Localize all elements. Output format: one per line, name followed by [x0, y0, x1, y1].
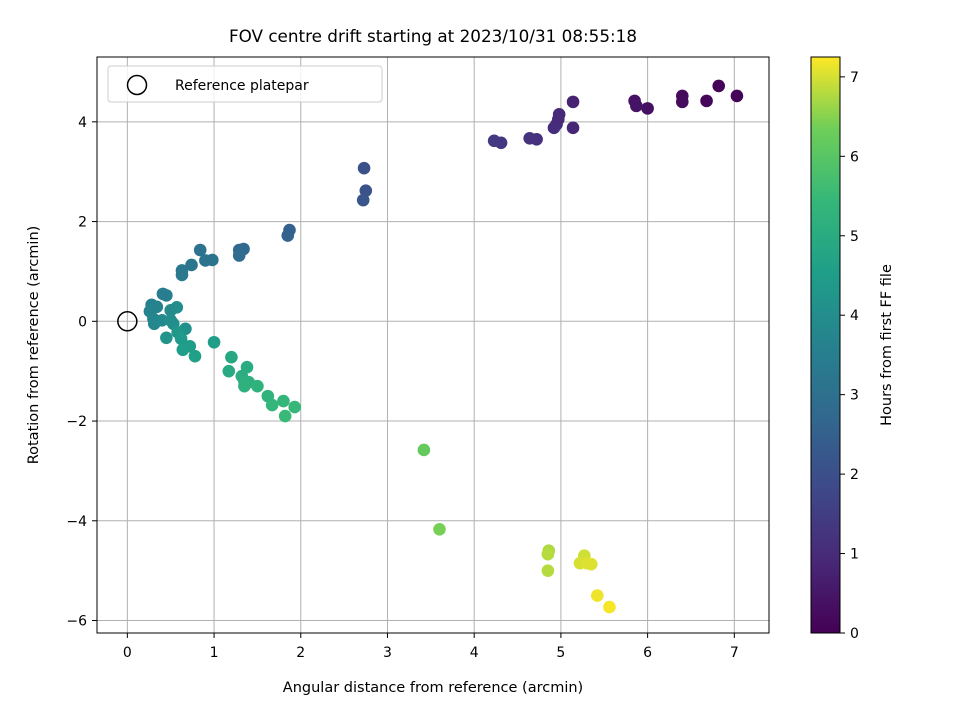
- data-point: [641, 102, 654, 115]
- data-point: [170, 301, 184, 314]
- data-point: [155, 314, 169, 327]
- data-point: [277, 394, 290, 408]
- y-axis-label: Rotation from reference (arcmin): [26, 226, 42, 465]
- colorbar: [810, 56, 841, 634]
- data-point: [207, 335, 221, 349]
- colorbar-tick-label: 1: [850, 547, 859, 563]
- data-point: [238, 379, 251, 393]
- x-tick-label: 4: [470, 645, 479, 661]
- data-point: [175, 268, 189, 282]
- x-tick-label: 6: [643, 645, 652, 661]
- data-point: [566, 95, 580, 109]
- data-point: [232, 249, 246, 262]
- chart-title: FOV centre drift starting at 2023/10/31 …: [229, 26, 637, 46]
- data-point: [188, 349, 202, 363]
- x-axis-label: Angular distance from reference (arcmin): [283, 680, 583, 696]
- data-point: [730, 89, 744, 103]
- data-point: [417, 443, 431, 457]
- data-point: [185, 258, 198, 272]
- y-tick-label: −4: [66, 514, 87, 530]
- data-point: [547, 121, 561, 135]
- y-tick-label: 0: [78, 314, 87, 330]
- data-point: [160, 331, 173, 345]
- x-tick-label: 0: [123, 645, 132, 661]
- data-point: [603, 600, 616, 614]
- y-tick-label: −6: [66, 614, 87, 630]
- x-tick-label: 2: [296, 645, 305, 661]
- colorbar-tick-label: 4: [850, 308, 859, 324]
- colorbar-tick-label: 6: [850, 149, 859, 165]
- data-point: [523, 131, 536, 145]
- data-point: [630, 99, 643, 113]
- y-tick-label: 2: [78, 215, 87, 231]
- x-tick-label: 5: [556, 645, 565, 661]
- data-point: [193, 243, 207, 257]
- colorbar-tick-label: 3: [850, 388, 859, 404]
- data-point: [176, 343, 190, 357]
- data-point: [566, 121, 580, 135]
- data-point: [584, 557, 598, 571]
- colorbar-tick-label: 0: [850, 626, 859, 642]
- data-point: [541, 547, 555, 561]
- data-point: [591, 589, 604, 602]
- colorbar-tick-label: 5: [850, 229, 859, 245]
- colorbar-tick-label: 2: [850, 467, 859, 483]
- y-tick-label: −2: [66, 414, 87, 430]
- plot-area: [97, 57, 769, 633]
- data-point: [359, 184, 373, 197]
- plot-frame: [96, 56, 770, 634]
- data-point: [433, 522, 446, 536]
- data-point: [356, 193, 370, 207]
- data-point: [174, 332, 188, 346]
- y-tick-label: 4: [78, 115, 87, 131]
- data-point: [712, 79, 726, 93]
- data-point: [225, 350, 238, 364]
- data-point: [222, 364, 236, 378]
- data-point: [206, 253, 219, 267]
- data-point: [541, 564, 555, 577]
- y-axis-ticks: −6 −4 −2 0 2 4: [66, 115, 97, 630]
- colorbar-tick-label: 7: [850, 70, 859, 86]
- data-point: [675, 95, 689, 109]
- x-tick-label: 7: [730, 645, 739, 661]
- data-point: [487, 134, 501, 148]
- x-axis-ticks: 0 1 2 3 4 5 6 7: [123, 633, 739, 661]
- legend-entry-reference-platepar: Reference platepar: [175, 78, 309, 94]
- data-point: [251, 379, 264, 393]
- colorbar-label: Hours from first FF file: [879, 264, 895, 426]
- x-tick-label: 1: [210, 645, 219, 661]
- data-points: [143, 79, 744, 614]
- data-point: [265, 398, 279, 412]
- grid: [97, 57, 769, 633]
- colorbar-ticks: 0 1 2 3 4 5 6 7: [840, 70, 859, 642]
- data-point: [700, 94, 713, 108]
- legend-marker-icon: [126, 74, 148, 96]
- data-point: [357, 161, 371, 175]
- reference-platepar-marker: [117, 311, 138, 332]
- legend: Reference platepar: [107, 65, 383, 103]
- data-point: [278, 409, 292, 423]
- legend-box: [107, 65, 383, 103]
- data-point: [288, 400, 301, 414]
- x-tick-label: 3: [383, 645, 392, 661]
- data-point: [160, 289, 173, 302]
- data-point: [281, 229, 295, 242]
